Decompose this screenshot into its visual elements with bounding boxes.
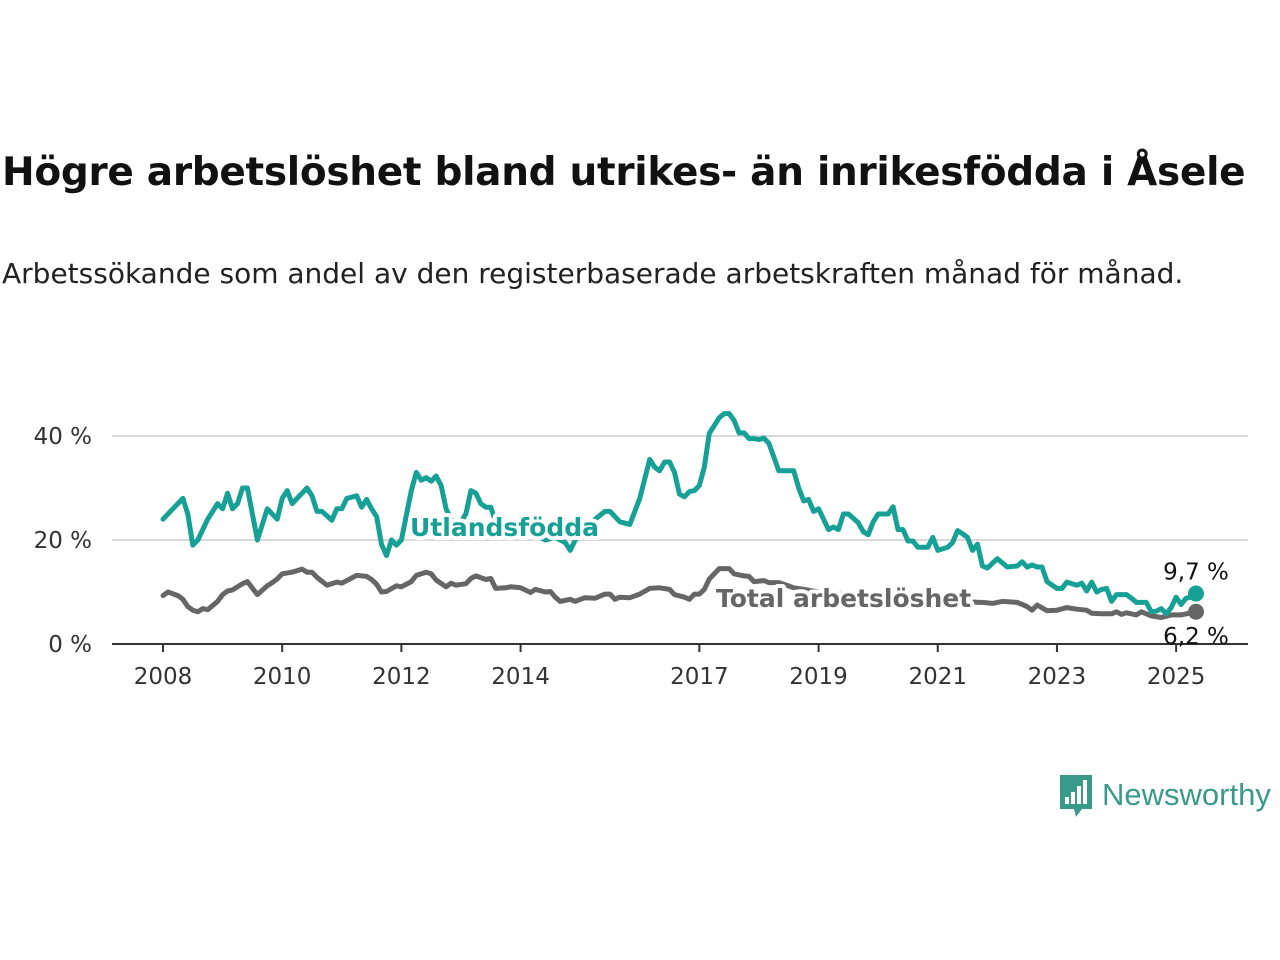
x-axis-ticks: 2008 2010 2012 2014 2017 2019 2021 2023 2025: [134, 644, 1206, 690]
series-end-label: 9,7 %: [1163, 560, 1229, 586]
y-axis-ticks: 0 % 20 % 40 %: [34, 424, 92, 658]
series-end-point: [1188, 585, 1204, 602]
series-line: [160, 566, 1199, 620]
chart-subtitle: Arbetssökande som andel av den registerb…: [2, 257, 1184, 290]
chart-title: Högre arbetslöshet bland utrikes- än inr…: [2, 150, 1246, 195]
x-tick-label: 2010: [253, 664, 312, 690]
x-tick-label: 2025: [1147, 664, 1206, 690]
series-end-label: 6,2 %: [1163, 624, 1229, 650]
series-name-label: Total arbetslöshet: [716, 584, 971, 613]
x-tick-label: 2023: [1028, 664, 1087, 690]
x-tick-label: 2021: [908, 664, 967, 690]
chart-gridlines: [112, 435, 1248, 541]
x-tick-label: 2014: [491, 664, 550, 690]
series-end-point: [1188, 603, 1204, 620]
y-tick-label: 20 %: [34, 528, 92, 554]
series-name-label: Utlandsfödda: [410, 513, 599, 542]
x-tick-label: 2019: [789, 664, 848, 690]
y-tick-label: 40 %: [34, 424, 92, 450]
series-line: [160, 411, 1199, 617]
line-chart: 0 % 20 % 40 % 2008 2010 2012 2014 2017 2019 2021…: [34, 411, 1248, 690]
y-tick-label: 0 %: [48, 632, 92, 658]
series-labels: 9,7 % Utlandsfödda 6,2 % Total arbetslöshet: [406, 509, 1229, 650]
x-tick-label: 2017: [670, 664, 729, 690]
brand-name: Newsworthy: [1102, 777, 1271, 812]
chart-series: [160, 411, 1204, 620]
newsworthy-logo: Newsworthy: [1058, 772, 1271, 818]
x-tick-label: 2008: [134, 664, 193, 690]
x-tick-label: 2012: [372, 664, 431, 690]
bar-chart-speech-bubble-icon: [1060, 775, 1092, 817]
